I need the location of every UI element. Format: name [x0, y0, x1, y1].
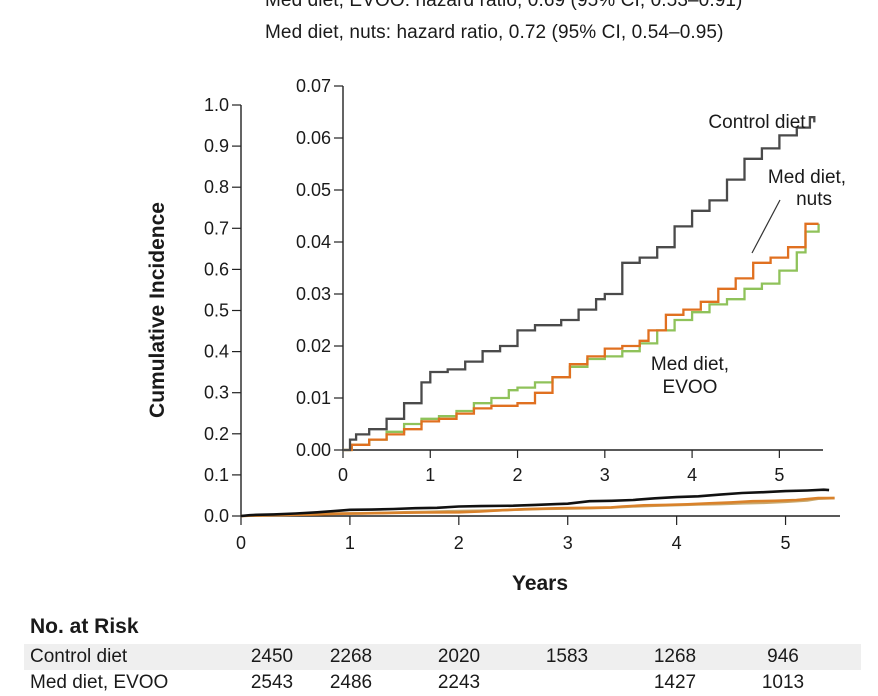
main-y-tick-label: 0.2 — [204, 424, 229, 444]
inset-y-tick-label: 0.00 — [296, 440, 331, 460]
inset-y-tick-label: 0.07 — [296, 76, 331, 96]
main-x-tick-label: 3 — [563, 533, 573, 553]
main-x-tick-label: 0 — [236, 533, 246, 553]
hazard-ratio-evoo: Med diet, EVOO: hazard ratio, 0.69 (95% … — [265, 0, 743, 11]
inset-x-tick-label: 1 — [425, 465, 435, 485]
inset-x-tick-label: 2 — [513, 465, 523, 485]
inset-series-line — [343, 116, 816, 452]
y-axis-label: Cumulative Incidence — [146, 202, 169, 418]
main-y-tick-label: 0.3 — [204, 383, 229, 403]
risk-row-label: Med diet, EVOO — [30, 672, 169, 693]
label-med-diet-nuts-1: Med diet, — [768, 167, 846, 188]
risk-value: 1268 — [653, 646, 697, 667]
main-y-tick-label: 0.8 — [204, 177, 229, 197]
label-med-diet-nuts-2: nuts — [796, 189, 832, 210]
main-y-tick-label: 0.6 — [204, 259, 229, 279]
inset-x-tick-label: 0 — [338, 465, 348, 485]
inset-y-tick-label: 0.04 — [296, 232, 331, 252]
risk-value: 1427 — [653, 672, 697, 693]
inset-x-tick-label: 4 — [687, 465, 697, 485]
main-x-tick-label: 5 — [781, 533, 791, 553]
main-x-tick-label: 1 — [345, 533, 355, 553]
nuts-leader-line — [751, 199, 781, 254]
main-x-tick-label: 2 — [454, 533, 464, 553]
inset-axes: 0.00 0.01 0.02 0.03 0.04 0.05 0.06 0.07 0 1 2 3 4 5 Co… — [296, 76, 846, 485]
risk-row-label: Control diet — [30, 646, 128, 667]
inset-series-line — [343, 222, 819, 452]
hazard-ratio-nuts: Med diet, nuts: hazard ratio, 0.72 (95% … — [265, 22, 724, 43]
inset-x-tick-label: 5 — [774, 465, 784, 485]
inset-x-tick-label: 3 — [600, 465, 610, 485]
risk-value: 2450 — [250, 646, 294, 667]
inset-y-tick-label: 0.03 — [296, 284, 331, 304]
main-series-line — [240, 496, 835, 518]
main-y-tick-label: 0.0 — [204, 506, 229, 526]
main-x-tick-label: 4 — [672, 533, 682, 553]
inset-y-tick-label: 0.01 — [296, 388, 331, 408]
main-y-tick-label: 0.4 — [204, 342, 229, 362]
risk-table-row: Med diet, EVOO 2543 2486 2243 1427 1013 — [24, 670, 861, 696]
main-axes: 0.0 0.1 0.2 0.3 0.4 0.5 0.6 0.7 0.8 0.9 1.0 0 1 2 3 4 5 — [204, 95, 840, 553]
cumulative-incidence-chart: 0.00.10.20.30.40.50.60.70.80.91.00 1 2 3 4 5 … — [146, 76, 846, 595]
main-series-line — [240, 488, 830, 518]
risk-value: 2020 — [437, 646, 481, 667]
main-y-tick-label: 0.7 — [204, 218, 229, 238]
main-y-tick-label: 0.1 — [204, 465, 229, 485]
inset-y-tick-label: 0.06 — [296, 128, 331, 148]
label-med-diet-evoo-1: Med diet, — [651, 354, 729, 375]
risk-table-row: Control diet 2450 2268 2020 1583 1268 946 — [24, 644, 861, 670]
label-med-diet-evoo-2: EVOO — [663, 377, 718, 398]
main-y-tick-label: 0.5 — [204, 301, 229, 321]
risk-value: 1583 — [545, 646, 589, 667]
main-y-tick-label: 1.0 — [204, 95, 229, 115]
inset-series-line — [343, 223, 820, 452]
x-axis-label: Years — [512, 572, 568, 595]
main-y-tick-label: 0.9 — [204, 136, 229, 156]
risk-value: 2543 — [250, 672, 294, 693]
label-control-diet: Control diet — [708, 112, 806, 133]
risk-value: 2268 — [329, 646, 373, 667]
risk-value: 2243 — [437, 672, 481, 693]
risk-value: 2486 — [329, 672, 373, 693]
inset-y-tick-label: 0.05 — [296, 180, 331, 200]
risk-value: 1013 — [761, 672, 805, 693]
inset-y-tick-label: 0.02 — [296, 336, 331, 356]
risk-value: 946 — [767, 646, 799, 667]
risk-table-title: No. at Risk — [30, 615, 139, 638]
